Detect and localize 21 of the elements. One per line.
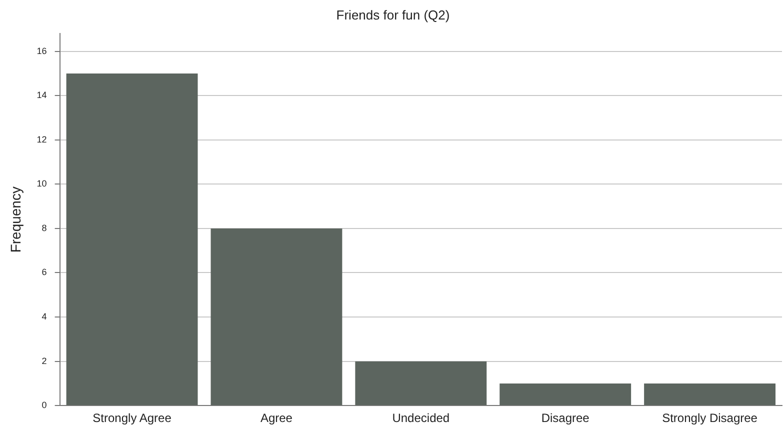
- y-tick-label: 8: [42, 222, 47, 233]
- bar: [644, 383, 776, 406]
- x-tick-label: Strongly Agree: [92, 411, 172, 426]
- bar: [66, 73, 198, 406]
- y-tick-label: 6: [42, 267, 47, 278]
- y-axis-title: Frequency: [7, 186, 24, 253]
- y-tick-label: 12: [36, 134, 47, 144]
- y-tick-label: 2: [42, 356, 47, 366]
- bar: [355, 361, 487, 406]
- y-tick-label: 14: [36, 90, 47, 100]
- bar: [210, 228, 342, 406]
- x-tick-label: Undecided: [392, 411, 450, 426]
- y-tick-label: 4: [42, 312, 47, 322]
- x-tick-label: Disagree: [541, 411, 590, 426]
- y-tick-label: 16: [36, 46, 47, 56]
- y-tick-label: 10: [36, 178, 47, 189]
- x-tick-label: Agree: [260, 411, 293, 426]
- x-tick-label: Strongly Disagree: [662, 411, 758, 426]
- chart-title: Friends for fun (Q2): [336, 7, 450, 22]
- y-tick-label: 0: [42, 400, 47, 410]
- bar: [500, 383, 632, 406]
